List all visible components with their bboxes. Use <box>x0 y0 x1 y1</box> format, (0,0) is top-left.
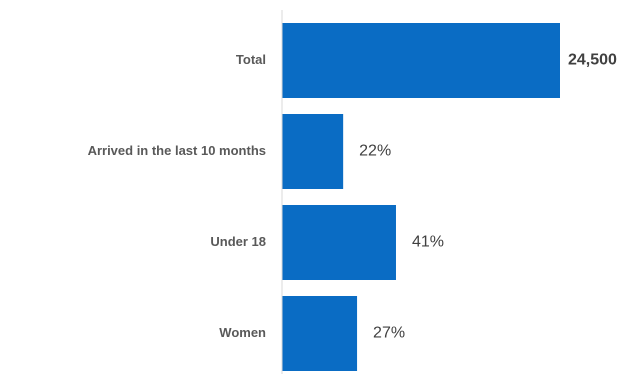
y-tick-label: Arrived in the last 10 months <box>88 143 266 158</box>
y-tick-label: Women <box>219 325 266 340</box>
bar <box>282 23 560 98</box>
y-tick-label: Under 18 <box>210 234 266 249</box>
bar <box>282 296 358 371</box>
value-label: 22% <box>359 143 391 160</box>
bar <box>282 114 344 189</box>
value-label: 41% <box>412 234 444 251</box>
value-label: 27% <box>373 325 405 342</box>
value-label: 24,500 <box>568 52 617 69</box>
y-tick-label: Total <box>236 52 266 67</box>
bar <box>282 205 396 280</box>
